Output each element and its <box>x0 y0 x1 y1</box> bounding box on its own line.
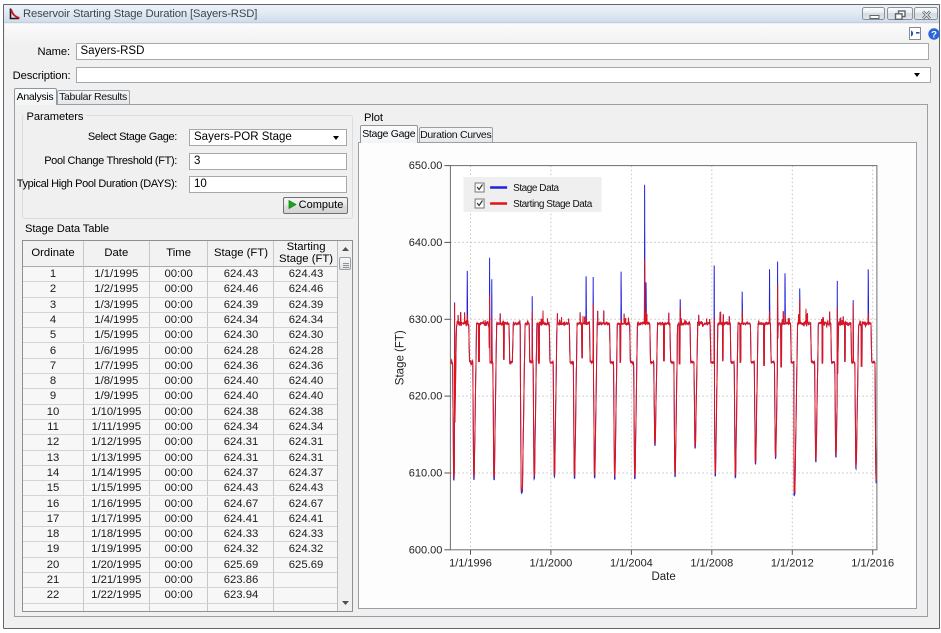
svg-text:Starting Stage Data: Starting Stage Data <box>513 199 593 210</box>
svg-text:620.00: 620.00 <box>409 391 443 403</box>
svg-text:Date: Date <box>651 571 675 583</box>
svg-text:Stage Data: Stage Data <box>513 183 559 194</box>
svg-text:?: ? <box>931 29 937 40</box>
svg-text:640.00: 640.00 <box>409 237 443 249</box>
svg-text:1/1/2004: 1/1/2004 <box>610 557 653 569</box>
svg-text:600.00: 600.00 <box>409 544 443 556</box>
svg-text:1/1/2012: 1/1/2012 <box>771 557 814 569</box>
svg-text:650.00: 650.00 <box>409 160 443 172</box>
svg-text:Stage (FT): Stage (FT) <box>394 330 406 385</box>
svg-text:1/1/2016: 1/1/2016 <box>851 557 894 569</box>
svg-text:610.00: 610.00 <box>409 468 443 480</box>
svg-text:1/1/2000: 1/1/2000 <box>529 557 572 569</box>
svg-text:1/1/2008: 1/1/2008 <box>690 557 733 569</box>
svg-text:1/1/1996: 1/1/1996 <box>449 557 492 569</box>
svg-text:630.00: 630.00 <box>409 314 443 326</box>
